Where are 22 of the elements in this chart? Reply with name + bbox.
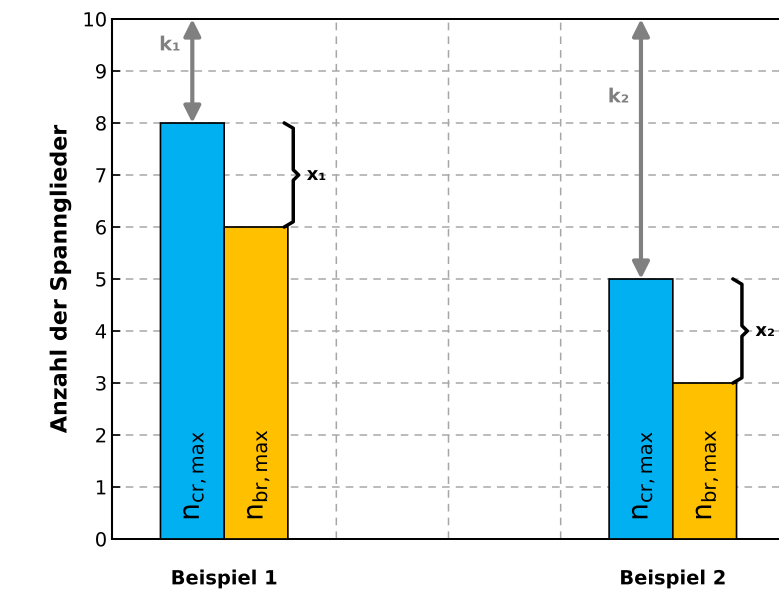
y-axis-title: Anzahl der Spannglieder xyxy=(50,124,72,434)
x-tick-label: Beispiel 1 xyxy=(172,570,276,588)
annotation: k₁ xyxy=(160,36,180,50)
text: n$_{cr,max}$ xyxy=(632,432,654,518)
y-tick-label: 5 xyxy=(96,272,106,287)
annotation: x₂ xyxy=(756,326,774,336)
y-tick-label: 9 xyxy=(96,64,106,79)
series-label: n$_{br,max}$ xyxy=(696,430,718,518)
text: n$_{br,max}$ xyxy=(246,430,270,518)
y-tick-label: 10 xyxy=(84,12,106,27)
y-tick-label: 3 xyxy=(96,376,106,391)
y-tick-label: 2 xyxy=(96,428,106,442)
annotation: k₂ xyxy=(609,88,628,102)
y-tick-label: 4 xyxy=(96,324,106,338)
annotation: x₁ xyxy=(306,170,326,180)
series-label: n$_{cr,max}$ xyxy=(183,432,206,518)
x-tick-label: Beispiel 2 xyxy=(621,570,725,588)
y-tick-label: 0 xyxy=(96,532,106,547)
y-tick-label: 1 xyxy=(96,480,106,494)
y-tick-label: 6 xyxy=(96,220,106,235)
y-tick-label: 7 xyxy=(96,168,106,182)
y-tick-label: 8 xyxy=(96,116,106,131)
